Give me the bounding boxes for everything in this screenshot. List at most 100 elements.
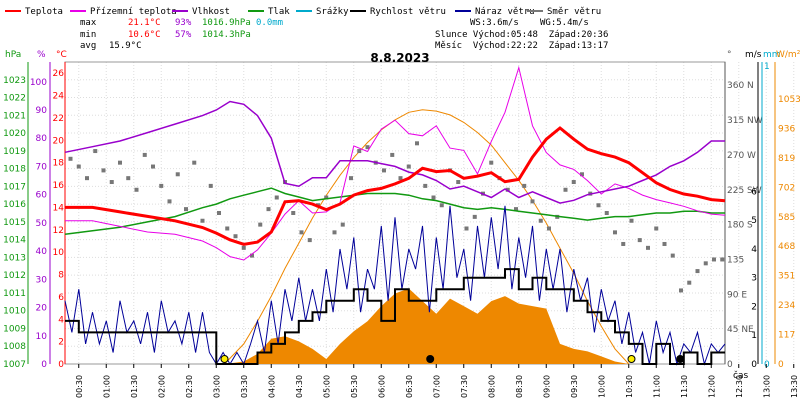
x-tick-label: 02:00: [157, 375, 166, 398]
series-wind-dir-point: [646, 245, 650, 250]
series-wind-dir-point: [192, 160, 197, 165]
series-wind-dir-point: [340, 222, 345, 227]
press-axis-tick: 1012: [3, 271, 26, 281]
temp-axis-tick: 10: [53, 248, 65, 258]
series-wind-dir-point: [159, 183, 164, 188]
dir-axis-tick: 45 NE: [727, 325, 754, 335]
sol-axis-tick: 585: [778, 213, 795, 223]
series-wind-dir-point: [398, 176, 403, 181]
series-wind-dir-point: [538, 218, 543, 223]
hum-axis-tick: 50: [36, 219, 48, 229]
series-wind-dir-point: [274, 195, 279, 200]
series-temperature: [65, 126, 726, 246]
hum-axis-tick: 60: [36, 191, 48, 201]
stats-block: max 21.1°C 93% 1016.9hPa 0.0mm min 10.6°…: [80, 18, 283, 51]
wind-axis-tick: 1: [751, 331, 757, 341]
stat-min-label: min: [80, 30, 96, 40]
series-wind-dir-point: [109, 180, 114, 185]
series-wind-dir-point: [266, 207, 271, 212]
hum-axis-tick: 90: [36, 106, 48, 116]
x-tick-label: 02:30: [185, 375, 194, 398]
rain-axis-tick: 0: [764, 360, 770, 370]
sol-axis-tick: 468: [778, 242, 795, 252]
info-moon: Měsíc Východ:22:22 Západ:13:17: [435, 41, 608, 51]
series-wind-dir-point: [637, 238, 642, 243]
unit-press: hPa: [5, 50, 21, 60]
press-axis-tick: 1010: [3, 307, 26, 317]
dir-axis-tick: 0: [727, 360, 733, 370]
hum-axis-tick: 30: [36, 275, 48, 285]
x-tick-label: 10:00: [597, 375, 606, 398]
series-wind-dir-point: [464, 226, 469, 231]
x-tick-label: 05:00: [322, 375, 331, 398]
x-axis-label: čas: [733, 370, 748, 381]
chart-title: 8.8.2023: [370, 51, 429, 65]
hum-axis-tick: 20: [36, 304, 48, 314]
stat-min-temp: 10.6°C: [128, 30, 161, 40]
moonset-marker: [426, 355, 435, 363]
series-wind-dir-point: [382, 168, 386, 173]
temp-axis-tick: 24: [53, 92, 65, 102]
series-wind-dir-point: [291, 211, 296, 215]
x-tick-label: 09:30: [570, 375, 579, 398]
x-tick-label: 04:30: [295, 375, 304, 398]
hum-axis-tick: 40: [36, 247, 48, 257]
wind-axis-tick: 3: [751, 274, 757, 284]
x-tick-label: 12:00: [707, 375, 716, 398]
series-wind-speed: [65, 268, 725, 365]
series-wind-dir-point: [687, 280, 692, 285]
unit-sol: W/m²: [776, 50, 800, 60]
dir-axis-tick: 225 SW: [727, 186, 762, 196]
series-wind-dir-point: [563, 187, 568, 192]
rain-axis-tick: 1: [764, 62, 770, 72]
unit-temp: °C: [56, 50, 67, 60]
series-wind-dir-point: [514, 207, 518, 212]
series-layer: [64, 65, 726, 366]
temp-axis-tick: 4: [58, 315, 64, 325]
x-axis: 00:30 01:00 01:30 02:00 02:30 03:00 03:30 04:00…: [75, 364, 799, 398]
x-tick-label: 06:30: [405, 375, 414, 398]
x-tick-label: 05:30: [350, 375, 359, 398]
temp-axis-tick: 6: [58, 293, 64, 303]
series-wind-dir-point: [522, 183, 527, 188]
press-axis-tick: 1007: [3, 360, 26, 370]
series-wind-dir-point: [233, 234, 238, 239]
series-pressure: [64, 187, 725, 236]
unit-wind: m/s: [745, 50, 762, 60]
temp-axis-tick: 2: [58, 338, 64, 348]
series-wind-dir-point: [695, 269, 700, 274]
press-axis-tick: 1020: [3, 129, 26, 139]
moonrise-marker: [676, 355, 685, 363]
stat-min-press: 1014.3hPa: [202, 30, 251, 40]
x-tick-label: 01:30: [130, 375, 139, 398]
series-wind-dir-point: [530, 199, 535, 204]
press-axis-tick: 1013: [3, 253, 26, 263]
series-wind-dir-point: [93, 149, 98, 154]
wind-axis-tick: 4: [751, 245, 757, 255]
sol-axis-tick: 117: [778, 331, 795, 341]
series-wind-dir-point: [604, 211, 609, 215]
press-axis-tick: 1022: [3, 94, 26, 104]
stat-min-hum: 57%: [175, 30, 192, 40]
series-wind-dir-point: [712, 257, 716, 262]
sol-axis-tick: 234: [778, 301, 795, 311]
series-wind-dir-point: [68, 156, 73, 161]
series-wind-dir-point: [613, 230, 617, 235]
legend-label: Přízemní teplota: [90, 7, 177, 17]
series-wind-dir-point: [118, 160, 122, 165]
series-solar-area: [224, 288, 629, 364]
x-tick-label: 13:00: [762, 375, 771, 398]
temp-axis-tick: 16: [53, 181, 65, 191]
series-wind-dir-point: [720, 257, 725, 262]
series-wind-dir-point: [258, 222, 263, 227]
temp-axis-tick: 18: [53, 159, 65, 169]
series-wind-dir-point: [472, 214, 477, 219]
press-axis-tick: 1015: [3, 218, 26, 228]
legend-label: Rychlost větru: [370, 7, 446, 17]
wind-axis-tick: 0: [751, 360, 757, 370]
wind-axis-tick: 6: [751, 187, 757, 197]
press-axis-tick: 1023: [3, 76, 26, 86]
sol-axis-tick: 819: [778, 154, 795, 164]
series-wind-dir-point: [357, 149, 362, 154]
